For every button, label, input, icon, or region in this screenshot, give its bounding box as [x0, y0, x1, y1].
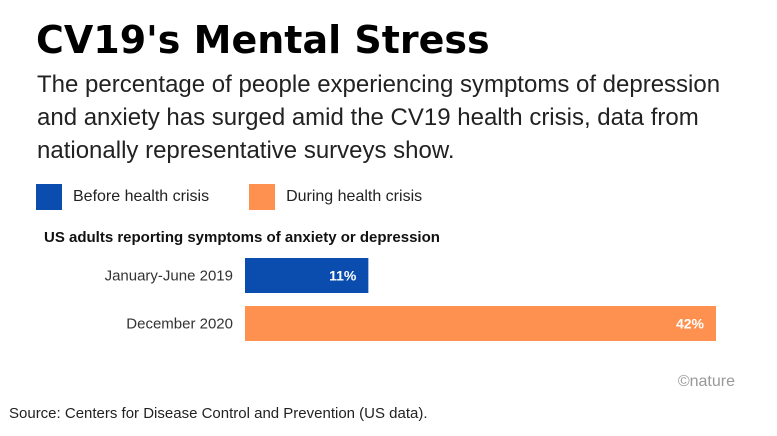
- page-subtitle: The percentage of people experiencing sy…: [37, 71, 721, 164]
- legend-item-during: During health crisis: [249, 184, 422, 210]
- value-label-0: 11%: [329, 268, 357, 284]
- legend-item-before: Before health crisis: [36, 184, 209, 210]
- legend-swatch-during: [249, 184, 276, 210]
- source-note: Source: Centers for Disease Control and …: [9, 405, 428, 422]
- bar-0: [245, 258, 369, 293]
- category-label-1: December 2020: [126, 316, 233, 333]
- legend-label-before: Before health crisis: [73, 188, 210, 205]
- nature-brand: ©nature: [677, 373, 735, 390]
- page-title: CV19's Mental Stress: [36, 18, 490, 62]
- value-label-1: 42%: [676, 316, 705, 332]
- chart-title: US adults reporting symptoms of anxiety …: [44, 229, 440, 246]
- legend-label-during: During health crisis: [286, 188, 423, 205]
- bar-1: [245, 306, 716, 341]
- category-label-0: January-June 2019: [105, 268, 233, 285]
- legend-swatch-before: [36, 184, 62, 210]
- legend: Before health crisis During health crisi…: [36, 184, 462, 210]
